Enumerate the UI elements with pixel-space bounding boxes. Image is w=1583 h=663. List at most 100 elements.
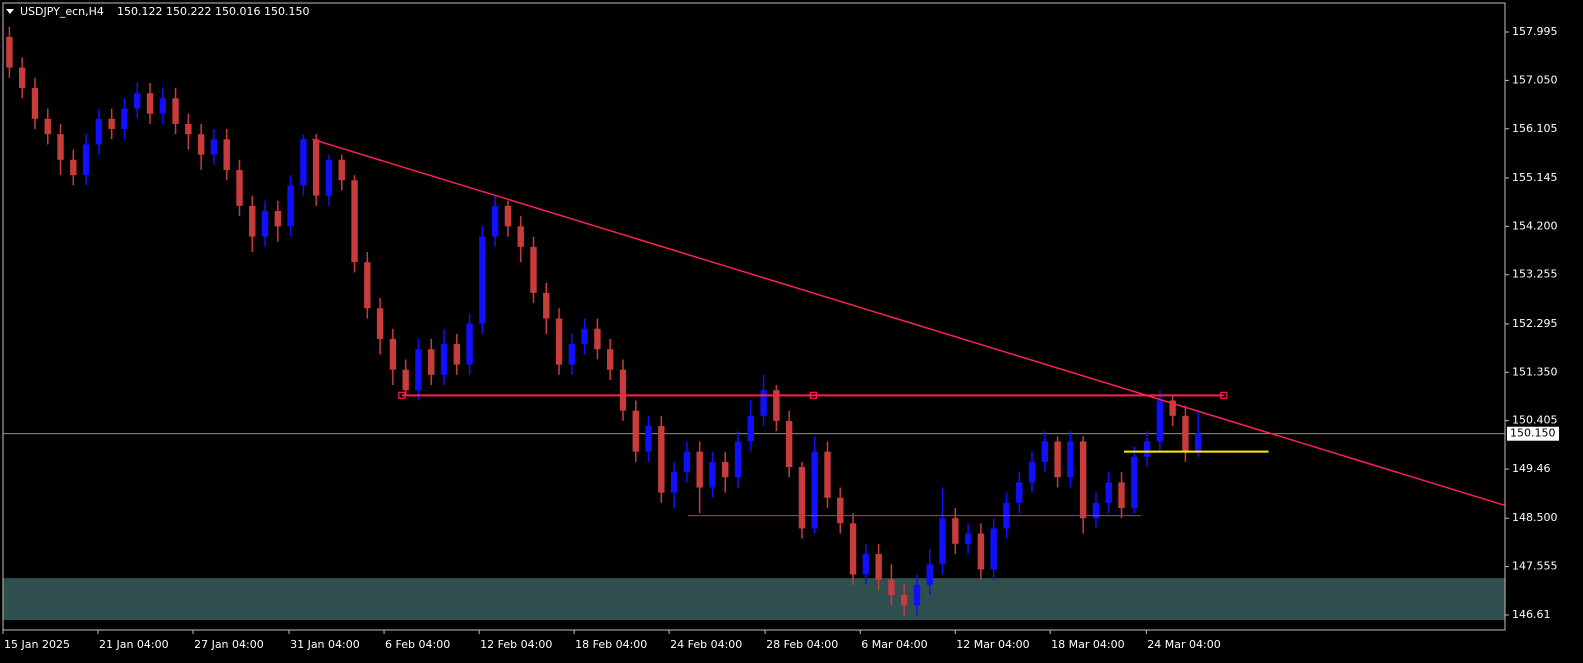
candle-body xyxy=(581,328,588,345)
candle-body xyxy=(325,159,333,196)
candle-body xyxy=(95,118,103,145)
support-zone xyxy=(3,578,1505,621)
candle-body xyxy=(402,369,409,391)
candle-body xyxy=(555,318,563,365)
candle-body xyxy=(249,205,256,237)
candle-body xyxy=(773,390,780,421)
candle-body xyxy=(734,441,742,478)
candle-body xyxy=(351,180,358,263)
candle-body xyxy=(760,390,767,416)
candle-body xyxy=(849,523,857,575)
candle-body xyxy=(261,210,269,237)
candle-body xyxy=(645,426,652,452)
candle-body xyxy=(1169,400,1176,416)
candle-body xyxy=(1118,482,1125,508)
y-tick-label: 150.405 xyxy=(1512,414,1558,427)
candle-body xyxy=(824,451,831,498)
candle-body xyxy=(440,344,448,375)
y-tick-label: 154.200 xyxy=(1512,219,1558,232)
candle-body xyxy=(364,262,371,309)
candle-body xyxy=(722,461,729,478)
candle-body xyxy=(709,461,716,488)
candle-body xyxy=(837,497,844,524)
y-tick-label: 157.050 xyxy=(1512,73,1558,86)
candle-body xyxy=(990,528,997,570)
candle-body xyxy=(939,518,946,565)
candle-body xyxy=(785,420,793,468)
y-tick-label: 153.255 xyxy=(1512,268,1558,281)
x-tick-label: 15 Jan 2025 xyxy=(4,638,70,651)
candle-body xyxy=(31,88,39,119)
candle-body xyxy=(491,205,499,237)
candle-body xyxy=(300,139,307,186)
candle-body xyxy=(108,118,115,130)
candle-body xyxy=(517,226,524,247)
candle-body xyxy=(82,144,90,176)
x-tick-label: 6 Mar 04:00 xyxy=(861,638,927,651)
candle-body xyxy=(606,349,614,370)
candle-body xyxy=(1028,461,1036,483)
candle-body xyxy=(287,185,294,227)
y-tick-label: 152.295 xyxy=(1512,317,1558,330)
candle-body xyxy=(977,533,985,570)
candle-body xyxy=(504,205,512,227)
candle-body xyxy=(1067,441,1074,478)
candle-body xyxy=(185,123,192,135)
candle-body xyxy=(1054,441,1061,478)
trend-line xyxy=(312,138,1506,507)
candle-body xyxy=(172,98,179,124)
candle-body xyxy=(479,236,486,324)
line-anchor xyxy=(809,391,818,399)
candle-body xyxy=(389,338,397,370)
y-tick-label: 148.500 xyxy=(1512,511,1558,524)
candle-body xyxy=(121,108,128,130)
candle-body xyxy=(619,369,627,411)
candle-body xyxy=(274,210,282,227)
y-tick-label: 156.105 xyxy=(1512,122,1558,135)
candle-body xyxy=(913,584,921,606)
line-anchor xyxy=(1220,391,1228,399)
candle-body xyxy=(964,533,972,544)
candle-body xyxy=(1143,441,1151,457)
candle-body xyxy=(670,472,678,493)
candle-body xyxy=(632,410,639,452)
candle-body xyxy=(594,328,601,350)
line-anchor xyxy=(398,391,406,399)
candle-body xyxy=(658,426,665,493)
candle-body xyxy=(223,139,230,171)
candle-body xyxy=(747,415,754,442)
candle-body xyxy=(1041,441,1049,462)
x-tick-label: 27 Jan 04:00 xyxy=(194,638,264,651)
candle-body xyxy=(696,451,703,488)
candle-body xyxy=(466,323,473,365)
candle-body xyxy=(1156,400,1164,442)
candle-body xyxy=(798,467,806,529)
candle-body xyxy=(1016,482,1023,503)
candle-body xyxy=(338,159,345,181)
x-tick-label: 24 Feb 04:00 xyxy=(670,638,742,651)
x-tick-label: 18 Mar 04:00 xyxy=(1051,638,1124,651)
quote: 150.122 150.222 150.016 150.150 xyxy=(117,5,309,18)
candle-body xyxy=(453,344,460,365)
y-tick-label: 149.46 xyxy=(1512,462,1551,475)
candle-body xyxy=(146,93,154,114)
candle-body xyxy=(1092,502,1100,519)
candle-body xyxy=(530,246,537,293)
x-tick-label: 24 Mar 04:00 xyxy=(1147,638,1220,651)
candle-body xyxy=(197,134,205,155)
candle-body xyxy=(568,344,576,365)
x-tick-label: 21 Jan 04:00 xyxy=(99,638,169,651)
candle-body xyxy=(888,579,895,596)
candle-body xyxy=(134,93,141,109)
candle-body xyxy=(875,554,882,580)
candle-body xyxy=(1105,482,1112,503)
candle-body xyxy=(428,349,435,375)
candle-body xyxy=(159,98,166,114)
candle-body xyxy=(1195,433,1202,452)
candle-body xyxy=(901,595,908,606)
x-tick-label: 12 Mar 04:00 xyxy=(956,638,1029,651)
symbol: USDJPY_ecn,H4 xyxy=(20,5,104,18)
x-tick-label: 18 Feb 04:00 xyxy=(575,638,647,651)
y-tick-label: 151.350 xyxy=(1512,365,1558,378)
